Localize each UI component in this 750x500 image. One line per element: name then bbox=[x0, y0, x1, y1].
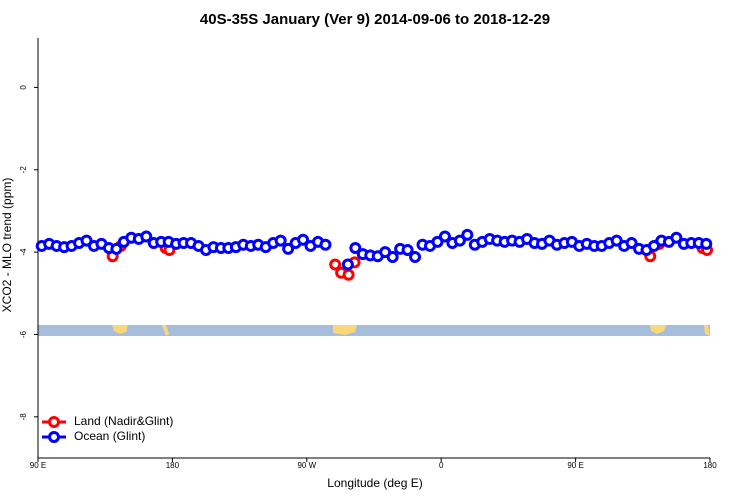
map-strip bbox=[38, 325, 710, 336]
point bbox=[341, 258, 354, 271]
y-axis-label: XCO2 - MLO trend (ppm) bbox=[0, 178, 14, 313]
y-tick-label: -8 bbox=[19, 413, 28, 421]
point bbox=[282, 242, 295, 255]
y-tick-label: -2 bbox=[19, 166, 28, 174]
legend-label: Ocean (Glint) bbox=[74, 429, 145, 443]
land-patch bbox=[650, 325, 666, 334]
x-tick-label: 180 bbox=[703, 461, 717, 470]
point bbox=[110, 242, 123, 255]
x-tick-label: 180 bbox=[166, 461, 180, 470]
point bbox=[386, 251, 399, 264]
point bbox=[438, 230, 451, 243]
point bbox=[431, 235, 444, 248]
point bbox=[274, 234, 287, 247]
ocean-strip bbox=[38, 325, 710, 336]
chart-title: 40S-35S January (Ver 9) 2014-09-06 to 20… bbox=[200, 11, 550, 28]
point bbox=[140, 230, 153, 243]
point bbox=[349, 242, 362, 254]
x-tick-label: 90 E bbox=[567, 461, 583, 470]
point bbox=[461, 228, 474, 241]
point bbox=[329, 258, 342, 271]
point bbox=[610, 234, 623, 247]
x-axis-label: Longitude (deg E) bbox=[327, 476, 422, 490]
legend-label: Land (Nadir&Glint) bbox=[74, 414, 173, 428]
point bbox=[453, 234, 466, 247]
legend-marker bbox=[48, 416, 60, 428]
y-tick-label: 0 bbox=[19, 85, 28, 90]
y-tick-label: -4 bbox=[19, 248, 28, 256]
legend-marker bbox=[48, 431, 60, 443]
point bbox=[670, 231, 683, 244]
y-tick-label: -6 bbox=[19, 330, 28, 338]
point bbox=[648, 239, 660, 252]
land-patch bbox=[333, 325, 357, 335]
x-tick-label: 90 E bbox=[30, 461, 46, 470]
legend: Land (Nadir&Glint)Ocean (Glint) bbox=[42, 414, 173, 443]
point bbox=[297, 233, 310, 246]
point bbox=[409, 251, 422, 264]
land-patch bbox=[112, 325, 128, 334]
land-patch bbox=[704, 325, 710, 336]
land-patch bbox=[162, 325, 169, 336]
x-tick-label: 90 W bbox=[297, 461, 316, 470]
point bbox=[319, 238, 332, 251]
point bbox=[80, 234, 93, 247]
point bbox=[625, 237, 638, 250]
x-tick-label: 0 bbox=[439, 461, 444, 470]
point bbox=[401, 244, 414, 257]
point bbox=[342, 268, 355, 281]
point bbox=[700, 237, 713, 250]
